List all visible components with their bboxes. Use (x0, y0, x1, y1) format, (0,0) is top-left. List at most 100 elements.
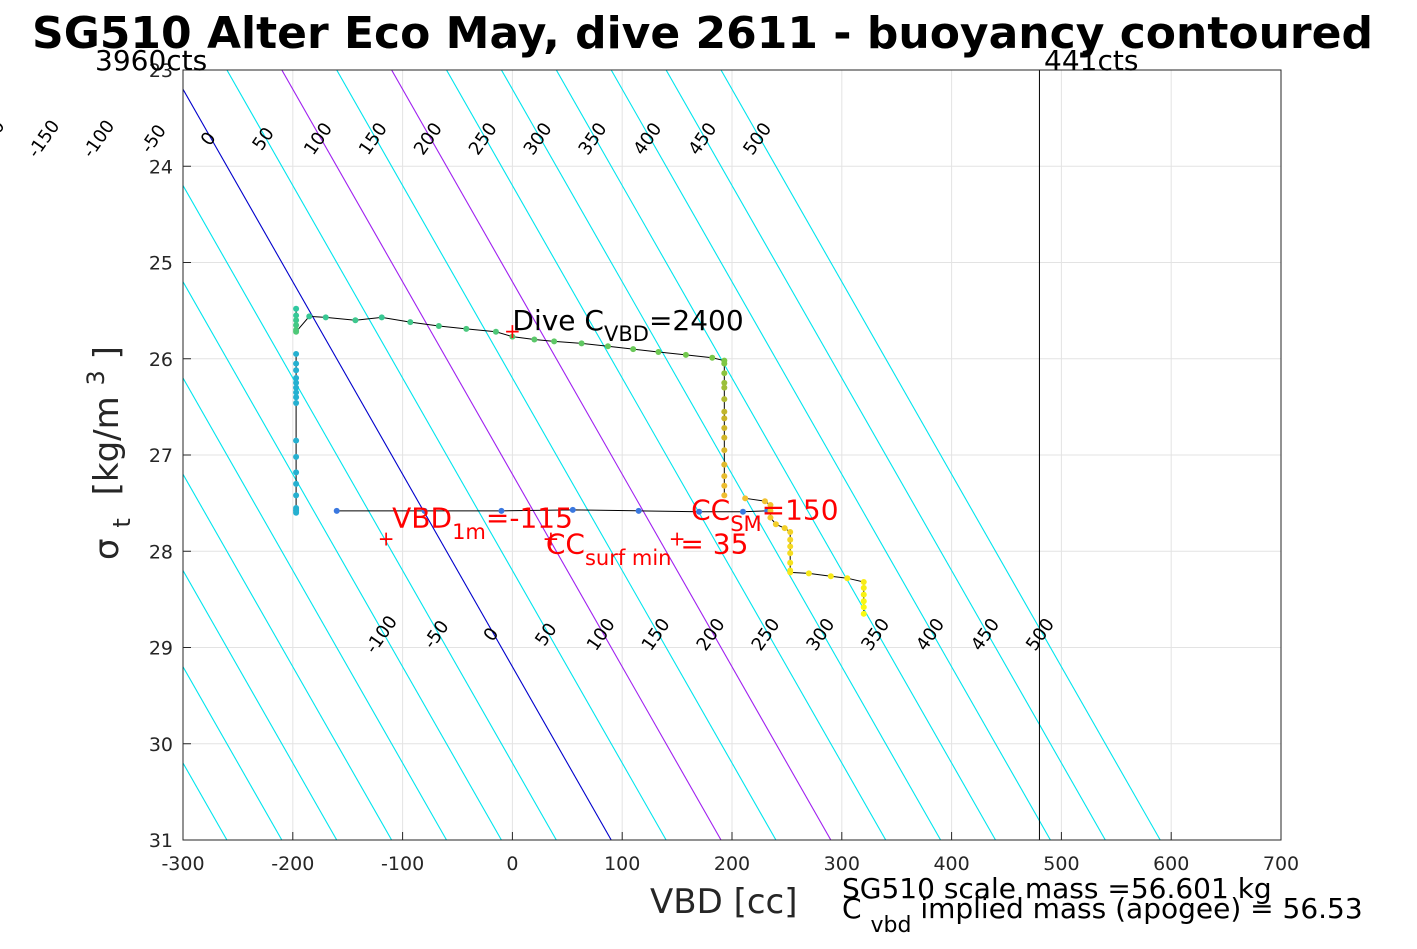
y-axis-label-main: [kg/m (87, 396, 127, 495)
x-tick-label: 0 (506, 853, 518, 875)
y-axis-label-sigma: σ (87, 538, 127, 560)
y-tick-label: 23 (149, 60, 173, 82)
x-tick-label: 400 (933, 853, 969, 875)
contour-lines (183, 70, 1161, 840)
y-tick-label: 30 (149, 734, 173, 756)
contour-line (183, 280, 502, 840)
contour-line (226, 70, 667, 840)
data-point (787, 569, 794, 576)
data-point (630, 346, 637, 353)
x-tick-label: 700 (1263, 853, 1299, 875)
x-tick-label: 300 (824, 853, 860, 875)
data-point (787, 529, 794, 535)
data-point (463, 325, 470, 332)
data-point (721, 360, 728, 367)
data-point (767, 507, 774, 514)
data-point (293, 384, 300, 391)
scale-mass-note: SG510 scale mass =56.601 kg (842, 872, 1272, 905)
data-point (293, 360, 300, 367)
data-point (721, 492, 728, 499)
y-tick-label: 28 (149, 541, 173, 563)
data-point (492, 328, 499, 335)
implied-mass-rest: implied mass (apogee) = 56.53 (920, 892, 1362, 925)
data-point (293, 492, 300, 499)
y-axis-label-sup: 3 (82, 370, 110, 385)
x-tick-label: 600 (1153, 853, 1189, 875)
data-point (655, 349, 662, 356)
ccsurf-label-sub: surf min (585, 546, 672, 570)
data-point (781, 525, 788, 532)
data-point (860, 584, 867, 591)
data-point (293, 453, 300, 460)
contour-line (555, 70, 996, 840)
contour-line (281, 70, 722, 840)
data-point (761, 498, 768, 505)
vbd1m-label-main: VBD (392, 502, 452, 535)
x-tick-label: 200 (714, 853, 750, 875)
data-point (772, 521, 779, 528)
contour-line (391, 70, 832, 840)
data-point (860, 579, 867, 586)
ccsurf-marker: + (542, 527, 559, 551)
ccsm-label-rest: =150 (762, 494, 839, 527)
data-point (787, 543, 794, 550)
data-point (721, 408, 728, 415)
vbd1m-label: VBD1m=-115 (392, 502, 573, 544)
data-point (531, 336, 538, 343)
data-point (827, 573, 834, 580)
x-tick-label: 500 (1043, 853, 1079, 875)
data-point (293, 509, 300, 516)
contour-line (500, 70, 942, 840)
data-point (721, 370, 728, 377)
data-point (293, 379, 300, 386)
series-line (336, 509, 768, 513)
data-point (682, 351, 689, 358)
data-point (322, 314, 329, 321)
ccsm-marker: + (669, 527, 686, 551)
y-tick-label: 24 (149, 156, 173, 178)
contour-line (446, 70, 887, 840)
data-point (293, 322, 300, 329)
contour-line (183, 88, 612, 840)
data-point (767, 502, 774, 509)
x-tick-label: -200 (271, 853, 314, 875)
data-point (293, 350, 300, 357)
dive-cvbd-label: Dive CVBD=2400 (512, 304, 743, 346)
implied-mass-sub: vbd (870, 913, 911, 938)
data-point (721, 425, 728, 432)
data-point (844, 575, 851, 582)
dive-cvbd-label-main: Dive C (512, 304, 604, 337)
contour-line (183, 473, 393, 840)
y-tick-label: 31 (149, 830, 173, 852)
dive-cvbd-marker: + (504, 319, 521, 343)
data-point (721, 482, 728, 489)
data-point (551, 338, 558, 345)
data-point (860, 591, 867, 598)
data-point (721, 473, 728, 480)
data-point (333, 507, 340, 514)
ccsm-label-sub: SM (730, 512, 761, 536)
data-point (569, 506, 576, 513)
data-point (293, 437, 300, 444)
data-point (509, 333, 516, 340)
implied-mass-note: C vbd implied mass (apogee) = 56.53 (842, 892, 1363, 939)
contour-line (183, 184, 557, 840)
data-point (742, 495, 749, 502)
data-point (721, 379, 728, 386)
data-point (709, 354, 716, 361)
vbd1m-label-rest: =-115 (486, 502, 573, 535)
data-point (578, 340, 585, 347)
data-point (721, 396, 728, 403)
y-axis-label: σ t [kg/m 3 ] (73, 346, 139, 560)
corner-label-right: 441cts (1044, 44, 1138, 77)
data-point (421, 507, 428, 514)
data-point (721, 447, 728, 454)
data-point (293, 469, 300, 476)
data-point (860, 610, 867, 617)
contour-line (665, 70, 1106, 840)
svg-text:σ t [kg/m: σ t [kg/m 3 ] (73, 346, 139, 560)
data-point (739, 508, 746, 515)
